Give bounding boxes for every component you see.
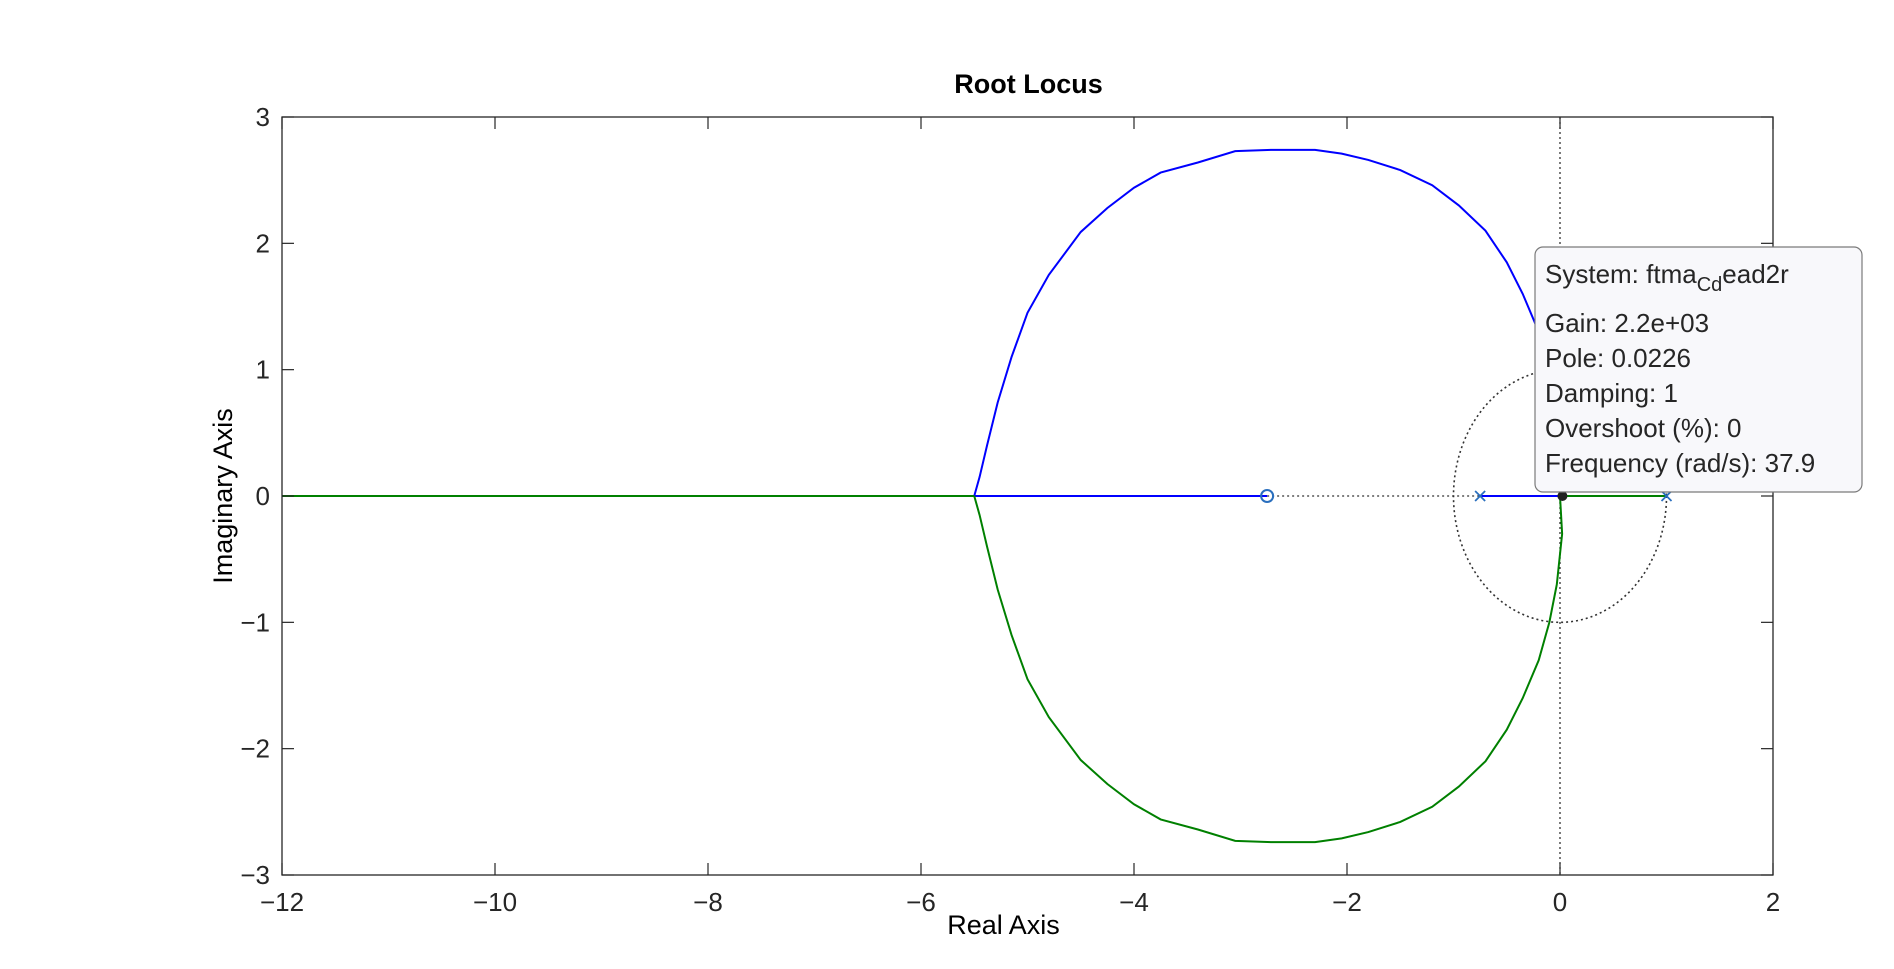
datatip-system-subscript: Cd	[1697, 274, 1723, 296]
y-tick-label: −3	[240, 860, 270, 890]
y-tick-label: −2	[240, 734, 270, 764]
x-tick-label: −12	[260, 887, 304, 917]
zero-marker-1	[1260, 489, 1275, 503]
pole-marker-1	[1474, 490, 1486, 502]
x-tick-label: −8	[693, 887, 723, 917]
chart-title: Root Locus	[954, 69, 1103, 99]
y-tick-label: 2	[256, 228, 270, 258]
x-tick-label: 0	[1553, 887, 1567, 917]
x-tick-label: −2	[1332, 887, 1362, 917]
datatip-overshoot: Overshoot (%): 0	[1545, 413, 1742, 443]
datatip-gain: Gain: 2.2e+03	[1545, 308, 1709, 338]
x-axis-label: Real Axis	[947, 910, 1060, 940]
datatip[interactable]: System: ftmaCdead2r Gain: 2.2e+03 Pole: …	[1534, 246, 1863, 493]
datatip-box	[1534, 246, 1863, 493]
selected-point-marker	[1557, 491, 1568, 501]
y-tick-label: −1	[240, 607, 270, 637]
x-tick-label: −6	[906, 887, 936, 917]
datatip-frequency: Frequency (rad/s): 37.9	[1545, 448, 1815, 478]
y-tick-label: 1	[256, 355, 270, 385]
locus-branch-4	[973, 495, 1564, 844]
locus-branches	[282, 148, 1667, 844]
y-axis-label: Imaginary Axis	[208, 408, 238, 584]
datatip-system: System: ftmaCdead2r	[1545, 259, 1789, 296]
y-tick-label: 3	[256, 102, 270, 132]
x-tick-label: −10	[473, 887, 517, 917]
x-tick-label: 2	[1766, 887, 1780, 917]
pole-marker-2	[1660, 490, 1673, 502]
datatip-damping: Damping: 1	[1545, 378, 1678, 408]
datatip-pole: Pole: 0.0226	[1545, 343, 1691, 373]
x-tick-label: −4	[1119, 887, 1149, 917]
pole-zero-markers	[1260, 489, 1673, 503]
y-tick-label: 0	[256, 481, 270, 511]
locus-branch-1	[973, 148, 1564, 497]
